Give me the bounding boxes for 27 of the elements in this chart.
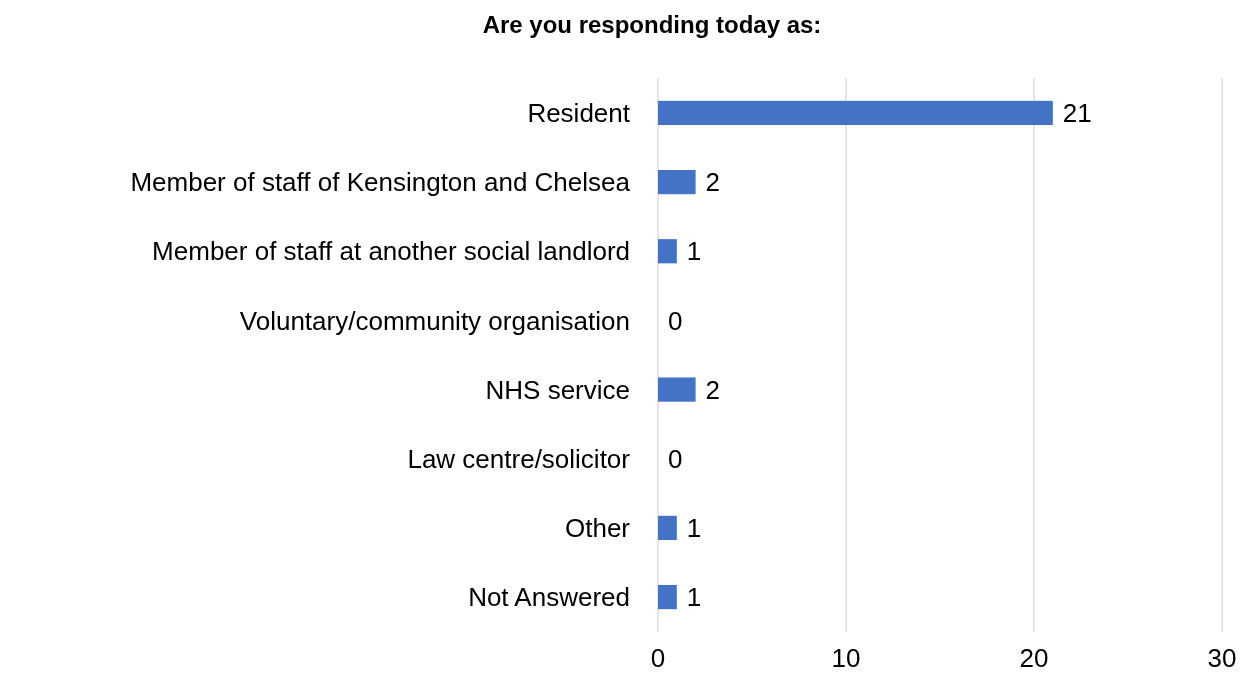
data-label: 21: [1062, 98, 1092, 129]
bar: [658, 239, 677, 264]
chart-title: Are you responding today as:: [482, 11, 822, 38]
data-label: 1: [686, 582, 702, 613]
bar: [658, 100, 1053, 126]
bar: [658, 584, 677, 610]
data-label: 0: [668, 305, 683, 336]
data-label: 2: [705, 374, 721, 405]
x-tick-label: 30: [1207, 643, 1237, 673]
data-label: 0: [668, 443, 683, 474]
y-tick-label: Member of staff of Kensington and Chelsea: [130, 167, 631, 198]
x-tick-label: 10: [831, 643, 861, 673]
data-label: 2: [705, 167, 721, 198]
y-tick-label: Resident: [527, 98, 631, 129]
x-tick-label: 0: [650, 643, 666, 673]
y-tick-label: Member of staff at another social landlord: [152, 236, 630, 267]
y-tick-label: Other: [564, 513, 631, 544]
y-tick-label: Law centre/solicitor: [407, 443, 631, 474]
y-tick-label: NHS service: [485, 374, 630, 405]
data-label: 1: [686, 236, 702, 267]
x-tick-label: 20: [1019, 643, 1049, 673]
bar: [658, 515, 677, 541]
bar: [658, 377, 696, 402]
data-label: 1: [686, 513, 702, 544]
y-tick-label: Not Answered: [468, 582, 630, 613]
bar: [658, 169, 696, 195]
y-tick-label: Voluntary/community organisation: [239, 305, 630, 336]
